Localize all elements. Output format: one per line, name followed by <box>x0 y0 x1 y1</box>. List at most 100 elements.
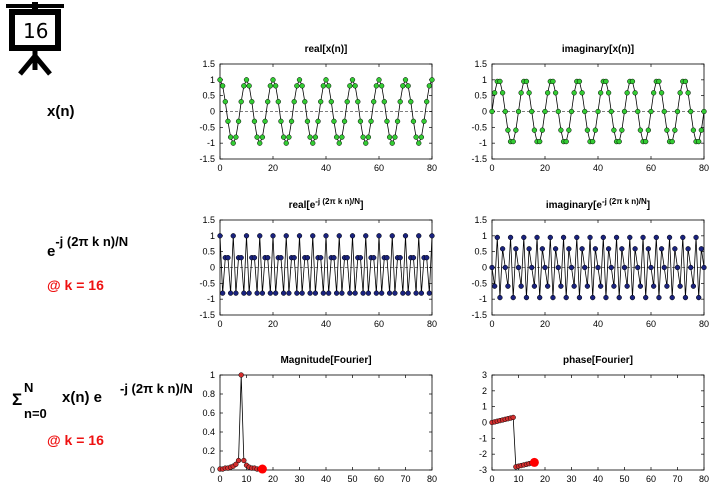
data-point <box>592 246 598 252</box>
data-point <box>531 127 538 133</box>
data-point <box>225 255 231 261</box>
data-point <box>656 78 662 85</box>
data-point <box>674 108 681 115</box>
data-point <box>632 90 638 96</box>
data-point <box>545 283 551 289</box>
y-tick-label: 1 <box>210 231 215 241</box>
data-point <box>352 290 358 296</box>
data-point <box>595 108 601 115</box>
y-tick-label: 0.8 <box>202 389 215 399</box>
y-tick-label: 0.5 <box>202 91 215 101</box>
data-point <box>534 234 540 241</box>
data-point <box>233 134 239 140</box>
y-tick-label: 0 <box>210 263 215 273</box>
data-point <box>661 264 667 271</box>
data-point <box>291 255 297 261</box>
data-point <box>523 294 530 301</box>
y-tick-label: 0.5 <box>474 91 487 101</box>
data-point <box>230 140 236 146</box>
data-point <box>233 290 239 296</box>
data-point <box>357 255 364 261</box>
data-point <box>545 90 551 96</box>
series-line <box>220 374 263 470</box>
y-tick-label: -1 <box>479 433 487 443</box>
data-point <box>365 134 372 140</box>
label-exp-sup: -j (2π k n)/N <box>55 234 129 249</box>
data-point <box>400 290 406 296</box>
x-tick-label: 20 <box>540 319 550 329</box>
data-point <box>235 118 242 124</box>
data-point <box>550 294 556 301</box>
data-point <box>635 108 641 115</box>
data-point <box>217 233 223 239</box>
y-tick-label: -1 <box>207 294 215 304</box>
data-point <box>296 233 303 239</box>
plot-frame <box>491 374 705 471</box>
y-tick-label: 1 <box>210 370 215 380</box>
data-point <box>666 234 673 241</box>
data-point <box>619 246 625 252</box>
data-point <box>310 233 316 239</box>
data-point <box>563 294 569 301</box>
data-point <box>499 246 506 252</box>
data-point <box>698 246 704 252</box>
y-tick-label: 0.4 <box>202 427 215 437</box>
data-point <box>323 233 329 239</box>
data-point <box>421 118 427 124</box>
x-tick-label: 0 <box>489 163 494 173</box>
chart-title: phase[Fourier] <box>563 355 633 366</box>
y-tick-label: 1.5 <box>474 215 487 225</box>
y-tick-label: 0 <box>482 263 487 273</box>
data-point <box>560 234 567 241</box>
data-point <box>379 83 385 89</box>
y-tick-label: 0.5 <box>474 247 487 257</box>
data-point <box>397 99 403 105</box>
x-tick-label: 40 <box>321 474 331 484</box>
data-point <box>600 234 606 241</box>
x-tick-label: 70 <box>400 474 410 484</box>
y-tick-label: 0.6 <box>202 408 215 418</box>
data-point <box>241 457 247 464</box>
sum-lower: n=0 <box>24 406 47 421</box>
data-point <box>405 290 411 296</box>
data-point <box>558 127 564 133</box>
data-point <box>339 290 345 296</box>
data-point <box>273 83 279 89</box>
data-point <box>373 83 380 89</box>
x-tick-label: 80 <box>699 163 709 173</box>
y-tick-label: -0.5 <box>471 278 487 288</box>
data-point <box>304 118 311 124</box>
data-point <box>661 108 667 115</box>
data-point <box>598 90 604 96</box>
label-xn: x(n) <box>47 103 75 120</box>
data-point <box>246 83 252 89</box>
data-point <box>499 90 506 96</box>
data-point <box>529 264 535 271</box>
data-point <box>584 283 591 289</box>
data-point <box>429 233 435 239</box>
data-point <box>510 138 516 145</box>
data-point <box>318 255 324 261</box>
data-point <box>349 233 356 239</box>
data-point <box>424 99 430 105</box>
data-point <box>688 264 694 271</box>
data-point <box>243 233 250 239</box>
data-point <box>283 140 289 146</box>
data-point <box>621 264 628 271</box>
data-point <box>701 264 707 271</box>
data-point <box>489 264 495 271</box>
x-tick-label: 60 <box>374 319 384 329</box>
data-point <box>518 90 524 96</box>
sigma-symbol: Σ <box>12 390 23 409</box>
sum-upper: N <box>24 380 34 395</box>
data-point <box>648 264 654 271</box>
data-point <box>558 283 564 289</box>
data-point <box>384 255 390 261</box>
data-point <box>217 77 223 83</box>
data-point <box>497 294 503 301</box>
x-tick-label: 40 <box>593 163 603 173</box>
data-point <box>233 461 239 467</box>
data-point <box>605 90 612 96</box>
data-point <box>413 290 419 296</box>
